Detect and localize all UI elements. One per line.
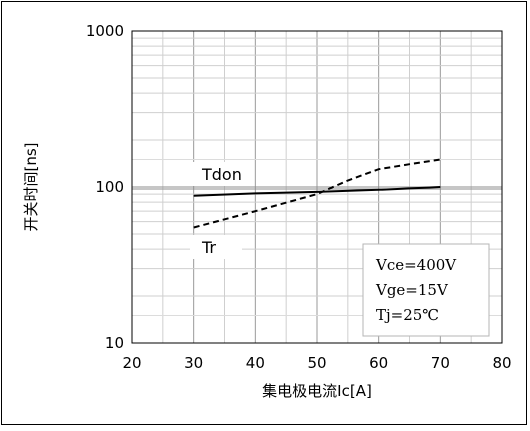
x-tick-label: 30: [184, 354, 203, 372]
y-tick-label: 100: [95, 178, 124, 196]
series-labels: Tdon Tr: [190, 162, 254, 259]
chart-frame: 20 30 40 50 60 70 80 10 100 1000 Tdon Tr Vce=400V V…: [1, 1, 527, 425]
series-label-tr: Tr: [201, 238, 216, 257]
y-tick-label: 10: [105, 334, 124, 352]
condition-text: Vge=15V: [375, 281, 449, 299]
y-tick-label: 1000: [86, 22, 124, 40]
conditions-box-frame: [362, 243, 490, 337]
x-tick-label: 80: [492, 354, 511, 372]
tick-labels: 20 30 40 50 60 70 80 10 100 1000: [86, 22, 512, 372]
plot-border: [131, 30, 503, 344]
x-tick-label: 70: [431, 354, 450, 372]
series-label-bg: [190, 162, 254, 186]
y-axis-title: 开关时间[ns]: [22, 142, 40, 231]
series-line-tr: [193, 158, 441, 229]
conditions-box: Vce=400V Vge=15V Tj=25℃: [362, 243, 490, 337]
x-tick-label: 20: [122, 354, 141, 372]
x-tick-label: 60: [369, 354, 388, 372]
series-line-tdon: [193, 186, 441, 197]
series-label-bg: [190, 235, 242, 259]
condition-text: Vce=400V: [375, 256, 457, 274]
series-lines: [193, 158, 441, 229]
x-tick-label: 50: [307, 354, 326, 372]
x-tick-label: 40: [246, 354, 265, 372]
series-label-tdon: Tdon: [201, 165, 242, 184]
condition-text: Tj=25℃: [376, 306, 439, 324]
x-axis-title: 集电极电流Ic[A]: [262, 382, 372, 400]
